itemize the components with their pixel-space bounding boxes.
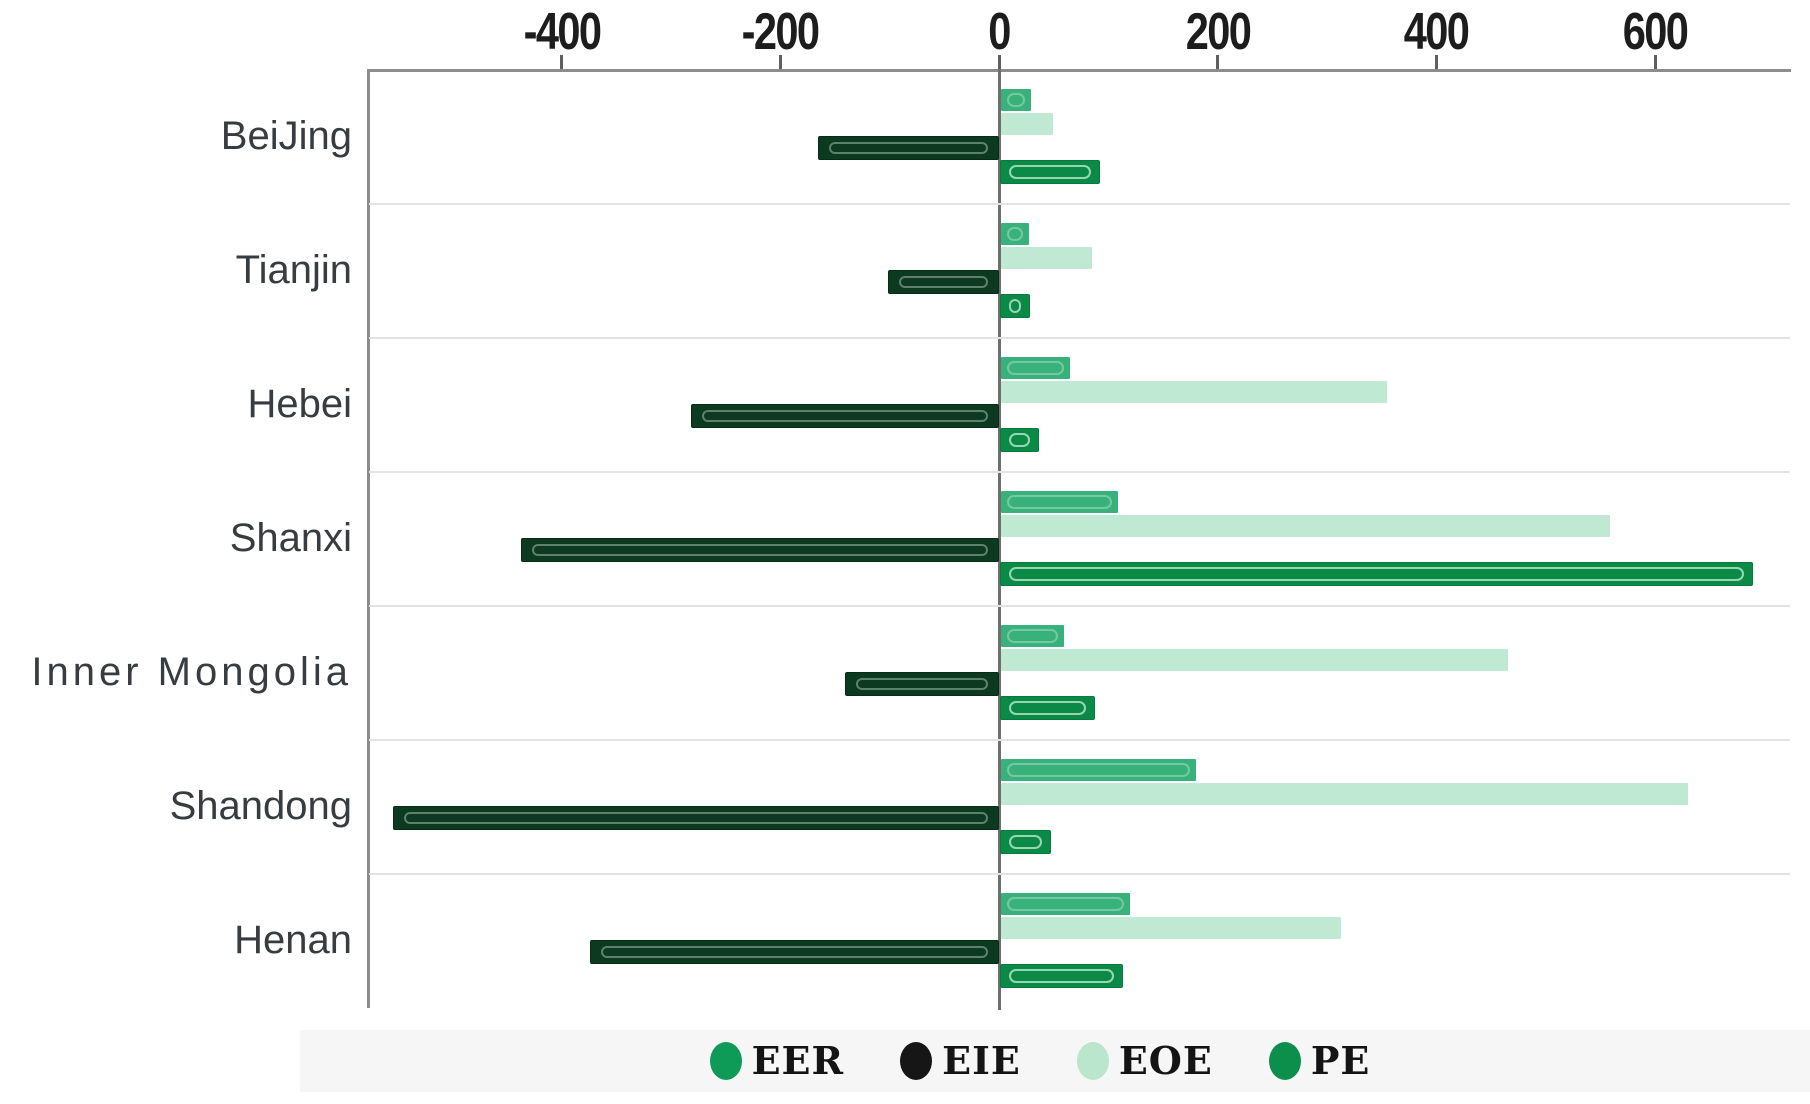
legend: EER EIE EOE PE [620, 1032, 1460, 1090]
category-label-shandong: Shandong [169, 784, 352, 828]
group-separator-line [369, 739, 1790, 741]
category-label-beijing: BeiJing [220, 114, 352, 158]
bar-eer-beijing [1001, 89, 1031, 111]
x-tick-label: 200 [1185, 3, 1251, 61]
bar-eoe-hebei [1001, 381, 1388, 403]
left-axis-spine [367, 69, 370, 1008]
x-tick-mark [1434, 55, 1438, 69]
x-tick-label: 400 [1404, 3, 1470, 61]
legend-dot-eoe [1076, 1042, 1109, 1080]
group-separator-line [369, 471, 1790, 473]
x-tick-mark [1216, 55, 1220, 69]
bar-eie-shandong [394, 807, 998, 829]
bar-eie-hebei [691, 405, 998, 427]
bar-eoe-henan [1001, 917, 1342, 939]
legend-label-pe: PE [1310, 1038, 1371, 1083]
category-label-shanxi: Shanxi [229, 516, 352, 560]
x-tick-mark [1653, 55, 1657, 69]
legend-item-eoe: EOE [1076, 1038, 1213, 1083]
category-label-tianjin: Tianjin [235, 248, 352, 292]
bar-pe-hebei [1001, 429, 1039, 451]
group-separator-line [369, 203, 1790, 205]
bar-eoe-tianjin [1001, 247, 1092, 269]
legend-label-eoe: EOE [1118, 1038, 1213, 1083]
category-label-inner-mongolia: Inner Mongolia [31, 650, 352, 694]
bar-eer-shanxi [1001, 491, 1118, 513]
bar-pe-shanxi [1001, 563, 1753, 585]
legend-item-pe: PE [1268, 1038, 1371, 1083]
zero-axis-line [998, 69, 1001, 1010]
bar-eie-shanxi [522, 539, 998, 561]
bar-eie-tianjin [888, 271, 998, 293]
bar-eoe-beijing [1001, 113, 1054, 135]
legend-dot-eer [709, 1042, 742, 1080]
category-label-hebei: Hebei [247, 382, 352, 426]
legend-item-eie: EIE [900, 1042, 1021, 1080]
x-tick-label: 600 [1622, 3, 1689, 61]
bar-pe-henan [1001, 965, 1123, 987]
bar-pe-inner-mongolia [1001, 697, 1094, 719]
group-separator-line [369, 605, 1790, 607]
x-tick-mark [560, 55, 564, 69]
legend-dot-pe [1268, 1042, 1301, 1080]
group-separator-line [369, 337, 1790, 339]
category-label-henan: Henan [234, 918, 352, 962]
legend-item-eer: EER [709, 1038, 845, 1083]
x-tick-label: -400 [523, 3, 601, 61]
bar-eer-henan [1001, 893, 1131, 915]
bar-eoe-shanxi [1001, 515, 1611, 537]
bar-eer-hebei [1001, 357, 1070, 379]
group-separator-line [369, 873, 1790, 875]
legend-label-eer: EER [751, 1038, 845, 1083]
bar-eoe-inner-mongolia [1001, 649, 1509, 671]
x-tick-label: 0 [988, 3, 1011, 61]
legend-label-eie: EIE [942, 1038, 1021, 1083]
x-tick-mark [778, 55, 782, 69]
x-tick-mark [997, 55, 1001, 69]
x-tick-label: -200 [741, 3, 820, 61]
bar-pe-shandong [1001, 831, 1051, 853]
bar-pe-beijing [1001, 161, 1100, 183]
bar-eer-shandong [1001, 759, 1196, 781]
legend-dot-eie [900, 1042, 933, 1080]
bar-eoe-shandong [1001, 783, 1688, 805]
bar-eie-henan [591, 941, 998, 963]
bar-pe-tianjin [1001, 295, 1030, 317]
bar-eer-tianjin [1001, 223, 1030, 245]
bar-eie-inner-mongolia [845, 673, 998, 695]
bar-eie-beijing [818, 137, 998, 159]
bar-eer-inner-mongolia [1001, 625, 1065, 647]
top-axis-spine [367, 69, 1791, 72]
